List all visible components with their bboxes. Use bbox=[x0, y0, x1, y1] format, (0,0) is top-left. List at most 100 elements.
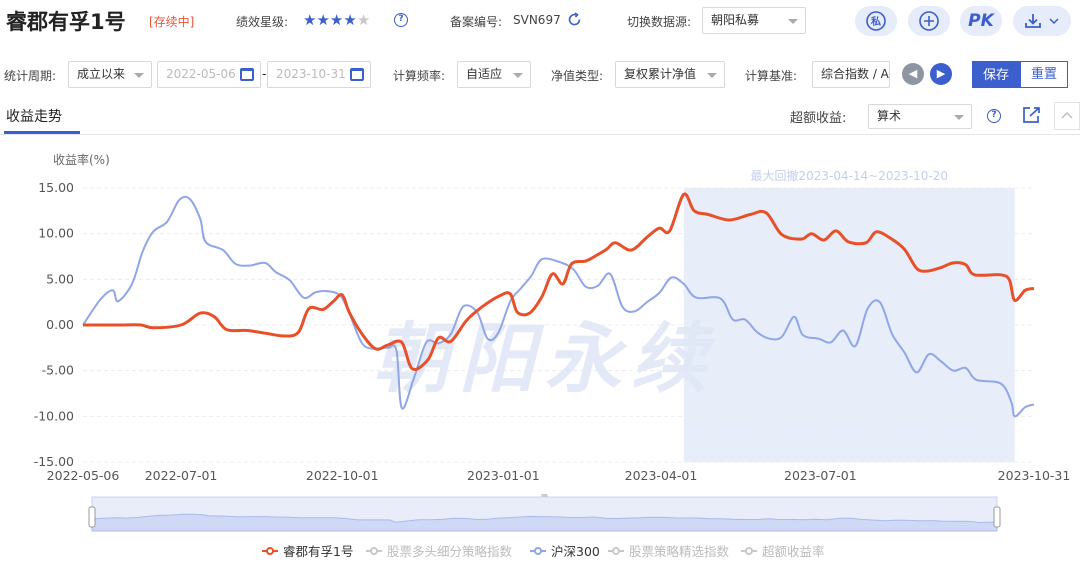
legend-label: 超额收益率 bbox=[762, 544, 825, 559]
source-select-value: 朝阳私募 bbox=[711, 13, 760, 27]
header-bar: 睿郡有孚1号 [存续中] 绩效星级: ★★★★★ ? 备案编号: SVN697 … bbox=[0, 0, 1080, 44]
chevron-down-icon bbox=[788, 19, 798, 24]
return-chart[interactable]: 最大回撤2023-04-14~2023-10-20 15.00 10.00 5.00 0… bbox=[0, 140, 1080, 540]
legend-item[interactable]: 沪深300 bbox=[530, 541, 600, 560]
legend-marker-icon bbox=[530, 546, 546, 556]
y-tick-label: 0.00 bbox=[46, 317, 74, 332]
date-separator: - bbox=[262, 67, 267, 81]
legend-item[interactable]: 股票策略精选指数 bbox=[608, 541, 729, 560]
help-icon[interactable]: ? bbox=[394, 13, 408, 27]
date-start-placeholder: 2022-05-06 bbox=[166, 67, 236, 81]
legend-marker-icon bbox=[366, 546, 382, 556]
x-tick-label: 2022-10-01 bbox=[306, 468, 379, 483]
svg-text:私: 私 bbox=[870, 15, 881, 28]
legend-label: 睿郡有孚1号 bbox=[283, 544, 354, 559]
period-select-value: 成立以来 bbox=[77, 67, 126, 81]
legend-item[interactable]: 睿郡有孚1号 bbox=[262, 541, 353, 560]
reset-button[interactable]: 重置 bbox=[1020, 61, 1068, 88]
download-button[interactable] bbox=[1013, 6, 1071, 36]
legend-item[interactable]: 股票多头细分策略指数 bbox=[366, 541, 512, 560]
x-tick-label: 2023-07-01 bbox=[784, 468, 857, 483]
chevron-down-icon bbox=[1049, 18, 1059, 25]
series-line-csi300 bbox=[82, 195, 1035, 418]
x-tick-label: 2023-04-01 bbox=[625, 468, 698, 483]
legend-label: 股票多头细分策略指数 bbox=[387, 544, 513, 559]
star-icon: ★ bbox=[356, 11, 371, 29]
chart-legend: 睿郡有孚1号 股票多头细分策略指数 沪深300 股票策略精选指数 超额收益率 bbox=[0, 541, 1080, 561]
rating-stars: ★★★★★ bbox=[303, 11, 370, 29]
scroll-left-button[interactable]: ◀ bbox=[902, 63, 924, 85]
chevron-down-icon bbox=[134, 73, 144, 78]
tab-divider bbox=[0, 134, 1080, 135]
rating-label: 绩效星级: bbox=[236, 15, 289, 29]
y-tick-label: 5.00 bbox=[46, 271, 74, 286]
excess-select[interactable]: 算术 bbox=[868, 104, 972, 129]
watermark-logo: 朝阳永续 bbox=[373, 314, 717, 403]
chevron-down-icon bbox=[707, 73, 717, 78]
private-icon: 私 bbox=[866, 11, 886, 31]
x-tick-label: 2023-10-31 bbox=[998, 468, 1071, 483]
nav-type-select-value: 复权累计净值 bbox=[624, 67, 697, 81]
chevron-up-icon bbox=[1061, 112, 1073, 119]
freq-label: 计算频率: bbox=[393, 69, 446, 83]
status-badge: [存续中] bbox=[149, 15, 195, 29]
tab-active-indicator bbox=[4, 131, 80, 134]
x-tick-label: 2022-05-06 bbox=[47, 468, 120, 483]
date-end-input[interactable]: 2023-10-31 bbox=[267, 61, 371, 88]
y-axis-label: 收益率(%) bbox=[53, 152, 110, 167]
legend-marker-icon bbox=[608, 546, 624, 556]
chevron-down-icon bbox=[954, 115, 964, 120]
download-icon bbox=[1025, 14, 1041, 28]
calendar-icon bbox=[350, 68, 364, 81]
navigator-left-handle bbox=[88, 506, 96, 528]
period-label: 统计周期: bbox=[4, 69, 57, 83]
star-icon: ★ bbox=[343, 11, 357, 29]
record-number: SVN697 bbox=[513, 13, 561, 27]
benchmark-select-value: 综合指数 / A bbox=[821, 67, 889, 81]
benchmark-select[interactable]: 综合指数 / A bbox=[812, 61, 890, 88]
freq-select-value: 自适应 bbox=[466, 67, 503, 81]
date-start-input[interactable]: 2022-05-06 bbox=[157, 61, 261, 88]
star-icon: ★ bbox=[316, 11, 330, 29]
chevron-down-icon bbox=[513, 73, 523, 78]
y-tick-label: 10.00 bbox=[38, 226, 74, 241]
period-select[interactable]: 成立以来 bbox=[68, 61, 152, 88]
calendar-icon bbox=[240, 68, 254, 81]
scroll-right-button[interactable]: ▶ bbox=[930, 63, 952, 85]
private-compare-button[interactable]: 私 bbox=[855, 6, 897, 36]
add-button[interactable] bbox=[908, 6, 950, 36]
x-tick-label: 2022-07-01 bbox=[145, 468, 218, 483]
y-tick-label: -15.00 bbox=[34, 454, 74, 469]
x-tick-label: 2023-01-01 bbox=[467, 468, 540, 483]
star-icon: ★ bbox=[329, 11, 344, 29]
refresh-icon[interactable] bbox=[567, 12, 582, 27]
star-icon: ★ bbox=[303, 11, 317, 29]
filter-bar: 统计周期: 成立以来 2022-05-06 - 2023-10-31 计算频率:… bbox=[0, 60, 1080, 90]
navigator-area bbox=[91, 513, 998, 532]
benchmark-label: 计算基准: bbox=[745, 69, 798, 83]
nav-type-label: 净值类型: bbox=[551, 69, 604, 83]
legend-item[interactable]: 超额收益率 bbox=[741, 541, 825, 560]
source-select[interactable]: 朝阳私募 bbox=[702, 7, 806, 34]
export-icon[interactable] bbox=[1022, 106, 1042, 124]
legend-label: 沪深300 bbox=[551, 544, 600, 559]
nav-type-select[interactable]: 复权累计净值 bbox=[615, 61, 725, 88]
excess-select-value: 算术 bbox=[877, 109, 902, 123]
date-end-placeholder: 2023-10-31 bbox=[276, 67, 346, 81]
navigator-right-handle bbox=[993, 506, 1001, 528]
collapse-button[interactable] bbox=[1054, 102, 1080, 130]
pk-button[interactable]: PK bbox=[960, 6, 1002, 36]
plus-circle-icon bbox=[919, 11, 939, 31]
help-icon[interactable]: ? bbox=[987, 109, 1001, 123]
series-line-fund bbox=[82, 192, 1035, 371]
navigator-drag-bar bbox=[541, 494, 548, 497]
legend-marker-icon bbox=[262, 546, 278, 556]
y-tick-label: 15.00 bbox=[38, 180, 74, 195]
legend-label: 股票策略精选指数 bbox=[629, 544, 730, 559]
record-label: 备案编号: bbox=[450, 15, 503, 29]
excess-label: 超额收益: bbox=[790, 111, 847, 126]
freq-select[interactable]: 自适应 bbox=[457, 61, 531, 88]
tab-return-trend[interactable]: 收益走势 bbox=[6, 109, 62, 125]
legend-marker-icon bbox=[741, 546, 757, 556]
save-button[interactable]: 保存 bbox=[972, 61, 1020, 88]
